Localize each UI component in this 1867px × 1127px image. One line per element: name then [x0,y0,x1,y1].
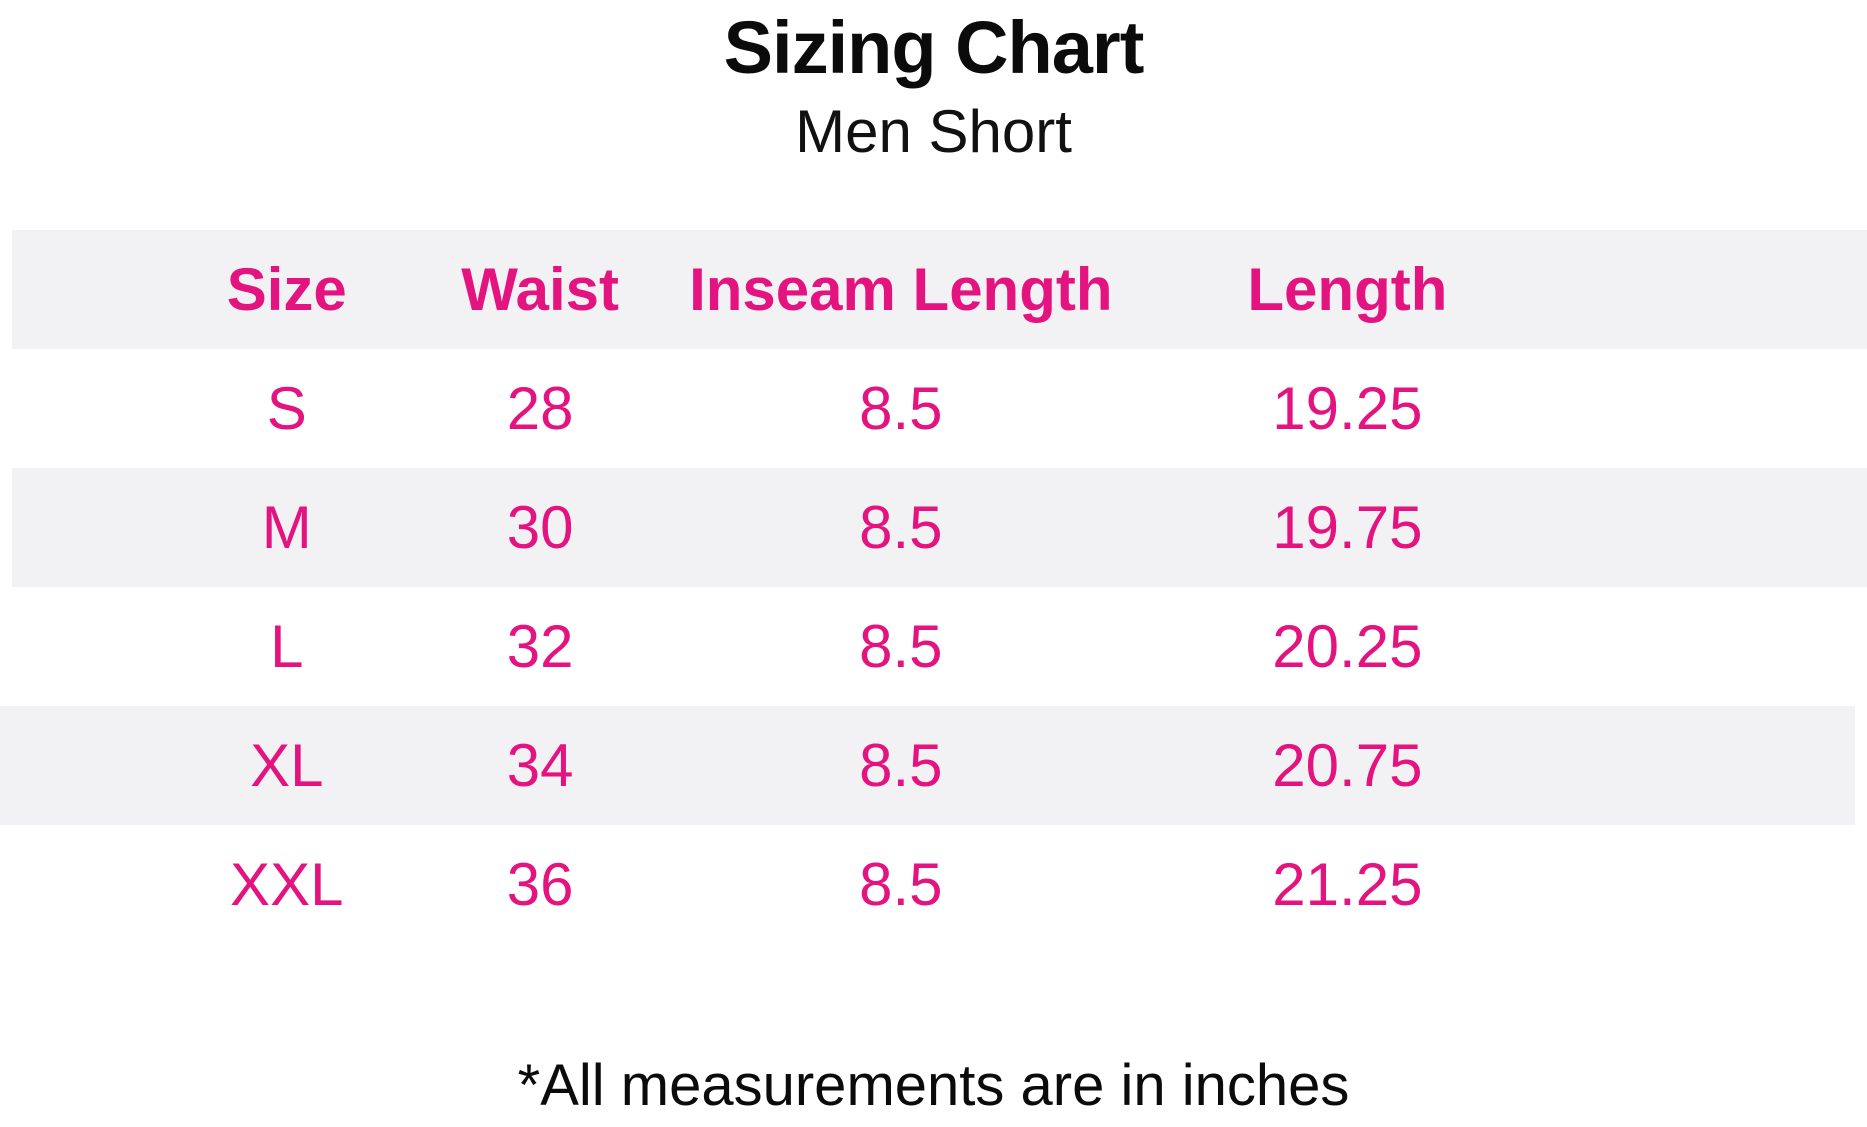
table-cell-size: S [266,375,307,442]
table-row-m: M 30 8.5 19.75 [0,468,1867,587]
table-row-s: S 28 8.5 19.25 [0,349,1867,468]
col-header-size: Size [226,256,347,323]
row-xl-stripe [0,706,1855,825]
sizing-table: Size Waist Inseam Length Length S 28 8.5… [0,230,1867,944]
col-header-inseam-length: Inseam Length [689,256,1113,323]
col-header-waist: Waist [461,256,619,323]
table-cell-inseam: 8.5 [859,851,943,918]
table-row-xxl: XXL 36 8.5 21.25 [0,825,1867,944]
table-cell-length: 20.25 [1272,613,1423,680]
table-cell-length: 20.75 [1272,732,1423,799]
table-cell-length: 19.25 [1272,375,1423,442]
table-cell-size: XL [250,732,324,799]
table-cell-waist: 32 [506,613,574,680]
footnote: *All measurements are in inches [517,1053,1350,1118]
table-cell-waist: 34 [506,732,574,799]
table-cell-size: M [261,494,312,561]
table-cell-length: 19.75 [1272,494,1423,561]
table-cell-waist: 28 [506,375,574,442]
table-cell-size: L [270,613,304,680]
header-row-stripe [12,230,1867,349]
table-cell-waist: 36 [506,851,574,918]
table-header-row: Size Waist Inseam Length Length [0,230,1867,349]
table-cell-inseam: 8.5 [859,732,943,799]
page-title: Sizing Chart [723,6,1145,89]
table-cell-inseam: 8.5 [859,494,943,561]
table-cell-length: 21.25 [1272,851,1423,918]
table-cell-size: XXL [230,851,344,918]
table-cell-waist: 30 [506,494,574,561]
page-subtitle: Men Short [795,98,1072,165]
table-row-xl: XL 34 8.5 20.75 [0,706,1867,825]
table-row-l: L 32 8.5 20.25 [0,587,1867,706]
row-m-stripe [12,468,1867,587]
table-cell-inseam: 8.5 [859,375,943,442]
table-cell-inseam: 8.5 [859,613,943,680]
col-header-length: Length [1247,256,1448,323]
